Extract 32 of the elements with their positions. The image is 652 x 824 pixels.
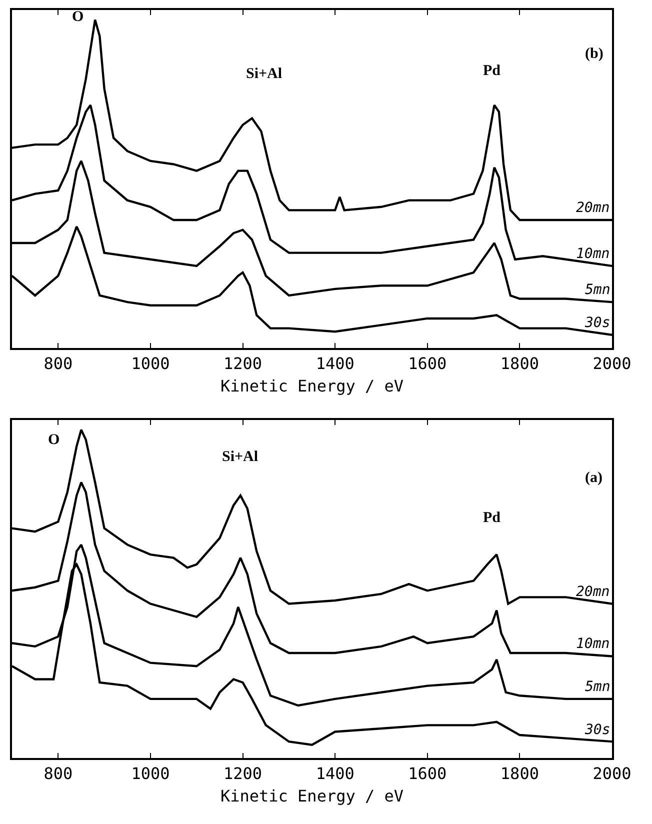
x-axis-title: Kinetic Energy / eV: [220, 786, 404, 806]
annotation: Pd: [483, 510, 502, 526]
x-tick-label: 2000: [592, 354, 632, 374]
x-tick-label: 1800: [500, 354, 539, 374]
annotation: (a): [585, 470, 602, 486]
series-label: 20mn: [576, 200, 610, 216]
x-tick-label: 1000: [131, 354, 170, 374]
x-tick-label: 1000: [131, 764, 170, 784]
x-tick-label: 1800: [500, 764, 539, 784]
x-tick-label: 800: [44, 354, 73, 374]
x-tick-label: 800: [44, 764, 73, 784]
series-label: 30s: [584, 315, 610, 331]
annotation: Si+Al: [222, 449, 258, 465]
x-tick-label: 1200: [224, 354, 262, 374]
x-tick-label: 1600: [408, 764, 447, 784]
annotation: O: [48, 432, 60, 448]
x-tick-label: 2000: [592, 764, 632, 784]
x-tick-label: 1600: [408, 354, 447, 374]
x-axis-title: Kinetic Energy / eV: [220, 376, 404, 396]
annotation: (b): [585, 46, 604, 62]
annotation: Si+Al: [246, 66, 282, 82]
annotation: Pd: [483, 63, 502, 79]
annotation: O: [72, 9, 84, 25]
series-label: 20mn: [576, 584, 610, 600]
series-label: 30s: [584, 722, 610, 738]
series-label: 10mn: [576, 636, 610, 652]
x-tick-label: 1400: [316, 354, 354, 374]
series-label: 5mn: [585, 679, 610, 695]
series-label: 10mn: [576, 246, 610, 262]
series-label: 5mn: [585, 282, 610, 298]
x-tick-label: 1400: [316, 764, 354, 784]
x-tick-label: 1200: [224, 764, 262, 784]
